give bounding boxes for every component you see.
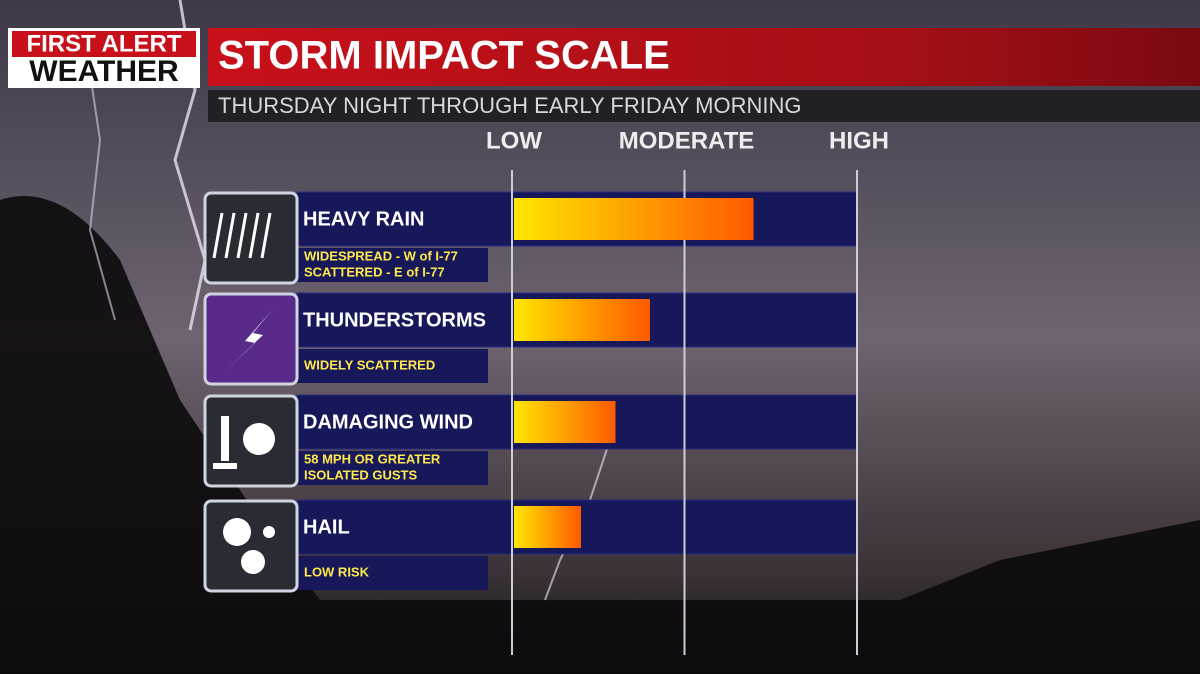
note-box <box>297 556 488 590</box>
bar <box>514 299 650 341</box>
note: 58 MPH OR GREATER <box>304 451 441 466</box>
icon-shape <box>224 212 236 259</box>
icon-shape <box>223 518 251 546</box>
note: WIDESPREAD - W of I-77 <box>304 248 458 263</box>
icon-shape <box>241 550 265 574</box>
note: WIDELY SCATTERED <box>304 357 435 372</box>
bar <box>514 401 616 443</box>
title-bar <box>208 28 1200 86</box>
icon-shape <box>221 416 229 461</box>
icon-shape <box>236 212 248 259</box>
icon-shape <box>213 463 237 469</box>
category-label: HAIL <box>303 516 350 538</box>
x-tick-label: HIGH <box>829 127 889 154</box>
title: STORM IMPACT SCALE <box>218 34 670 78</box>
x-tick-label: MODERATE <box>619 127 755 154</box>
icon-shape <box>260 212 272 259</box>
icon-shape <box>263 526 275 538</box>
bar <box>514 198 754 240</box>
logo-band <box>12 31 196 57</box>
icon-shape <box>212 212 224 259</box>
icon-box <box>203 499 299 593</box>
x-tick-label: LOW <box>486 127 542 154</box>
note-box <box>297 451 488 485</box>
icon-shape <box>243 423 275 455</box>
icon-box <box>203 191 299 285</box>
logo-text: FIRST ALERT <box>26 30 181 57</box>
bar <box>514 506 581 548</box>
note: ISOLATED GUSTS <box>304 467 417 482</box>
note-box <box>297 349 488 383</box>
icon-shape <box>225 309 273 371</box>
icon-shape <box>248 212 260 259</box>
note: LOW RISK <box>304 564 370 579</box>
category-label: DAMAGING WIND <box>303 411 473 433</box>
category-label: HEAVY RAIN <box>303 208 425 230</box>
subtitle: THURSDAY NIGHT THROUGH EARLY FRIDAY MORN… <box>218 93 801 118</box>
trees <box>0 196 1200 674</box>
lightning <box>84 39 116 321</box>
note-box <box>297 248 488 282</box>
note: SCATTERED - E of I-77 <box>304 264 445 279</box>
subtitle-bar <box>208 90 1200 122</box>
logo-text: WEATHER <box>29 55 179 88</box>
category-label: THUNDERSTORMS <box>303 309 486 331</box>
